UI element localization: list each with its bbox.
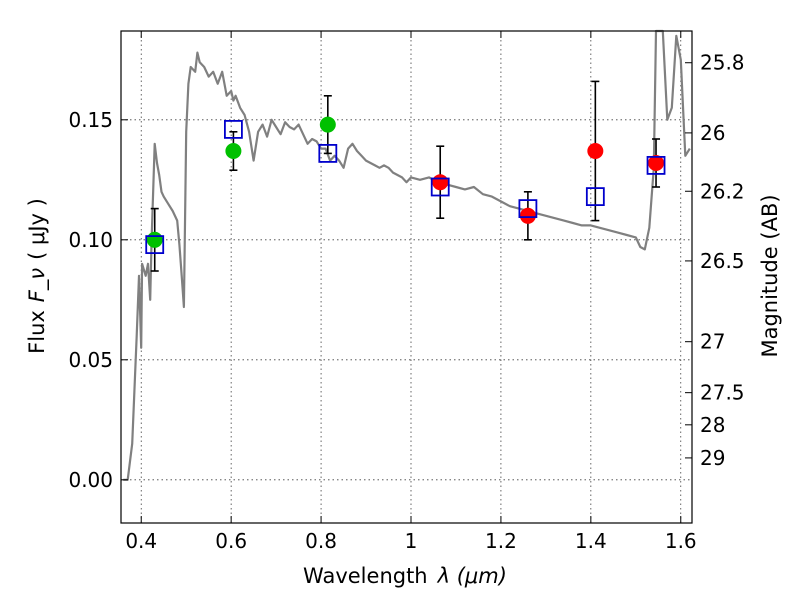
right-tick-label: 28 (700, 413, 725, 437)
red-data-point (432, 174, 449, 191)
y-tick-label: 0.10 (68, 228, 113, 252)
model-square (224, 120, 243, 139)
y-axis-label: FluxF_ν( μJy ) (25, 198, 50, 354)
model-squares (145, 120, 666, 255)
right-tick-label: 26.5 (700, 249, 745, 273)
green-data-point (225, 143, 242, 159)
tick-marks (121, 31, 692, 523)
model-square (518, 199, 538, 219)
x-tick-label: 0.8 (305, 529, 337, 553)
tick-labels: 0.4 0.6 0.8 1 1.2 1.4 1.6 0.00 0.05 0.10 0.15 25.8 2… (68, 51, 744, 553)
error-bars (150, 80, 661, 272)
right-tick-label: 27 (700, 330, 725, 354)
x-tick-label: 1 (405, 529, 418, 553)
x-tick-label: 1.4 (575, 529, 607, 553)
model-square (646, 155, 666, 175)
y-tick-label: 0.00 (68, 468, 113, 492)
y-tick-label: 0.05 (68, 348, 113, 372)
right-axis-label: Magnitude (AB) (758, 194, 782, 357)
x-tick-label: 0.6 (215, 529, 247, 553)
red-data-point (648, 155, 665, 171)
template-spectrum (123, 29, 691, 481)
x-tick-label: 1.2 (485, 529, 517, 553)
red-data-point (587, 143, 604, 159)
template-line (123, 29, 691, 481)
right-tick-label: 25.8 (700, 51, 745, 75)
green-data-point (319, 116, 336, 133)
red-data-point (519, 207, 536, 224)
green-data-point (146, 231, 163, 248)
plot-frame (120, 30, 693, 524)
x-tick-label: 0.4 (125, 529, 157, 553)
x-tick-label: 1.6 (665, 529, 697, 553)
grid (121, 31, 692, 523)
model-square (430, 177, 450, 197)
x-axis-label: Wavelength λ (μm) (303, 564, 507, 588)
y-tick-label: 0.15 (68, 108, 113, 132)
right-tick-label: 26 (700, 121, 725, 145)
model-square (318, 143, 338, 163)
right-tick-label: 29 (700, 446, 725, 470)
right-tick-label: 27.5 (700, 381, 745, 405)
model-square (145, 235, 165, 255)
right-tick-label: 26.2 (700, 179, 745, 203)
model-square (585, 187, 605, 207)
